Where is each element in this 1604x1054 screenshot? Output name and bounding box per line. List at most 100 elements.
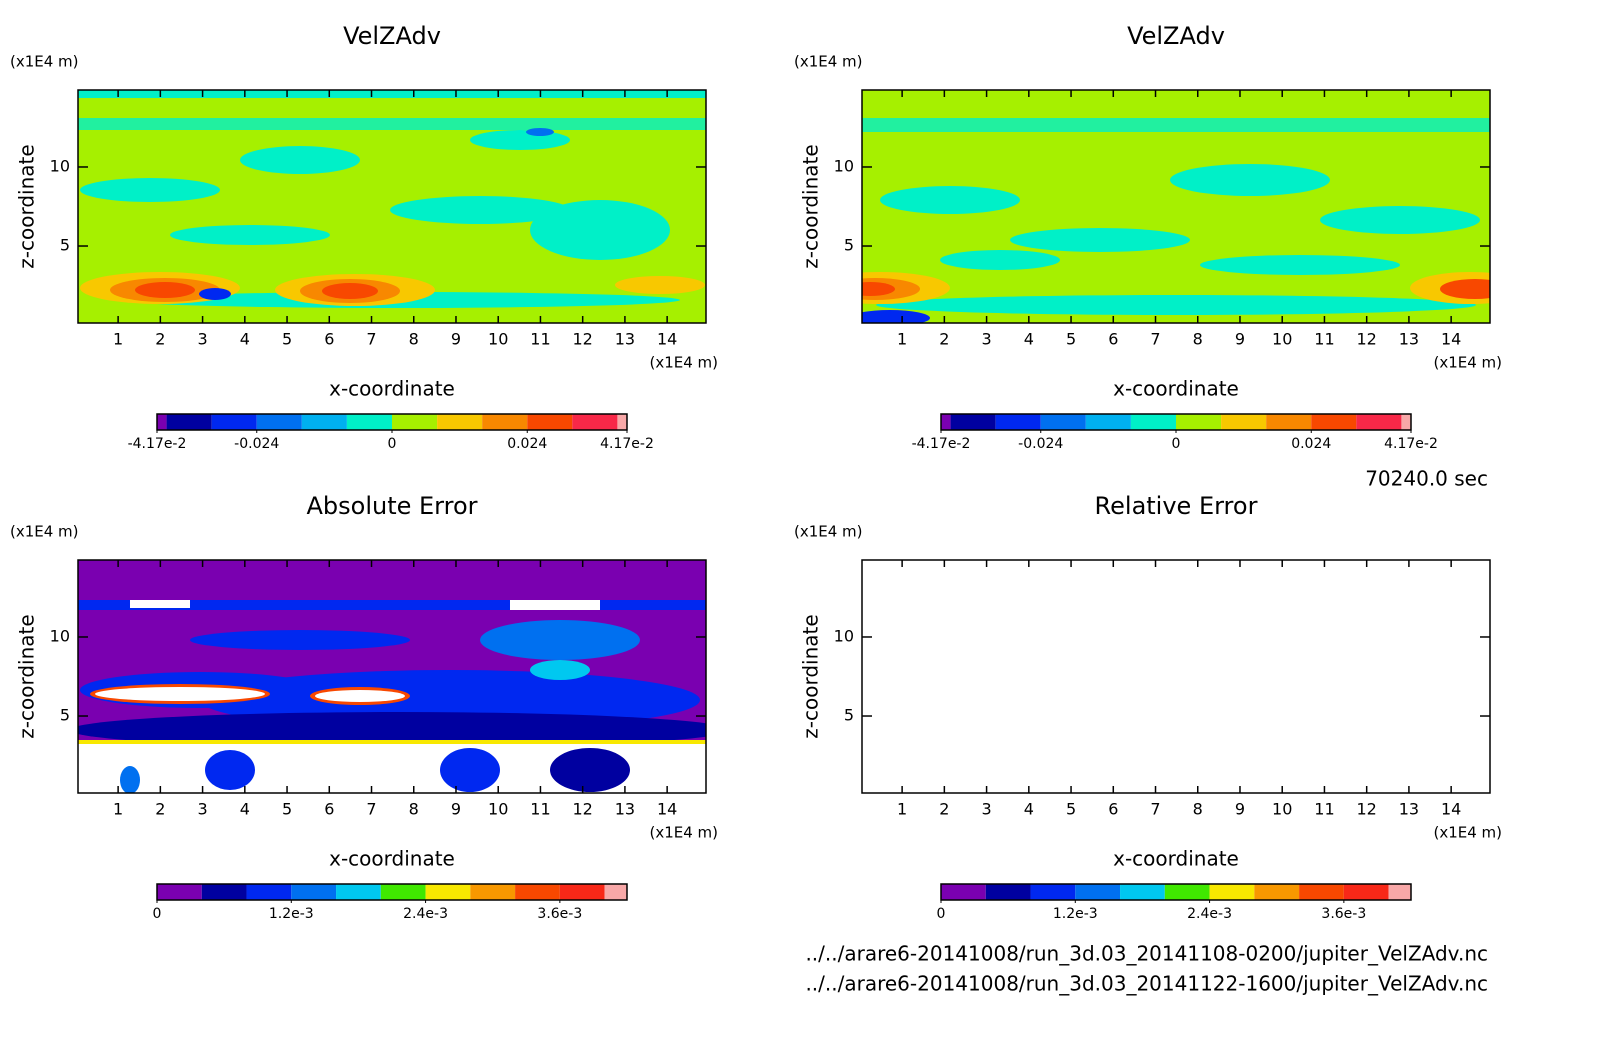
x-tick-label: 6	[324, 800, 334, 819]
chart-title: Absolute Error	[306, 492, 477, 520]
x-tick-label: 5	[282, 330, 292, 349]
colorbar-segment	[950, 414, 996, 430]
colorbar-segment	[1209, 884, 1255, 900]
plot-area	[862, 560, 1490, 793]
x-tick-label: 6	[324, 330, 334, 349]
colorbar-segment	[1075, 884, 1121, 900]
plot-frame	[77, 559, 707, 794]
x-tick-label: 4	[240, 330, 250, 349]
colorbar-tick-label: 2.4e-3	[403, 906, 448, 922]
colorbar-tick-label: 0	[388, 436, 397, 452]
colorbar-segment	[941, 884, 986, 900]
colorbar-segment	[985, 884, 1031, 900]
x-tick-label: 7	[1150, 800, 1160, 819]
x-tick-label: 10	[1272, 800, 1292, 819]
colorbar-segment	[1299, 884, 1344, 900]
x-tick-label: 10	[488, 800, 508, 819]
colorbar-tick-label: -4.17e-2	[912, 436, 971, 452]
time-label: 70240.0 sec	[1365, 467, 1488, 491]
x-tick-label: 12	[573, 800, 593, 819]
colorbar-tick-label: -4.17e-2	[128, 436, 187, 452]
colorbar-segment	[346, 414, 392, 430]
x-tick-label: 14	[1441, 800, 1461, 819]
x-axis-label: x-coordinate	[329, 377, 455, 401]
y-unit: (x1E4 m)	[794, 523, 863, 541]
x-unit: (x1E4 m)	[649, 824, 718, 842]
colorbar-segment	[157, 884, 202, 900]
colorbar-segment	[1401, 414, 1411, 430]
x-tick-label: 9	[451, 800, 461, 819]
colorbar-tick-label: 3.6e-3	[1321, 906, 1366, 922]
x-unit: (x1E4 m)	[649, 354, 718, 372]
x-tick-label: 1	[113, 330, 123, 349]
plot-frame	[77, 89, 707, 324]
x-tick-label: 3	[197, 800, 207, 819]
x-tick-label: 2	[939, 330, 949, 349]
colorbar-segment	[380, 884, 426, 900]
colorbar-tick-label: -0.024	[1018, 436, 1063, 452]
colorbar-frame	[156, 883, 628, 901]
colorbar-tick-label: -0.024	[234, 436, 279, 452]
x-unit: (x1E4 m)	[1433, 824, 1502, 842]
x-tick-label: 1	[897, 330, 907, 349]
x-tick-label: 2	[155, 800, 165, 819]
x-tick-label: 4	[1024, 330, 1034, 349]
y-tick-label: 10	[50, 156, 70, 175]
x-tick-label: 2	[939, 800, 949, 819]
x-axis-label: x-coordinate	[329, 847, 455, 871]
y-tick-label: 10	[834, 156, 854, 175]
y-tick-label: 10	[50, 626, 70, 645]
colorbar-tick-label: 0	[1172, 436, 1181, 452]
x-tick-label: 9	[1235, 800, 1245, 819]
x-tick-label: 11	[530, 330, 550, 349]
x-tick-label: 1	[113, 800, 123, 819]
colorbar-segment	[246, 884, 292, 900]
x-tick-label: 13	[1399, 330, 1419, 349]
colorbar-segment	[1266, 414, 1312, 430]
colorbar-segment	[291, 884, 337, 900]
colorbar-tick-label: 0	[153, 906, 162, 922]
chart-title: VelZAdv	[1127, 22, 1225, 50]
x-tick-label: 6	[1108, 800, 1118, 819]
colorbar-segment	[527, 414, 573, 430]
colorbar-tick-label: 3.6e-3	[537, 906, 582, 922]
y-axis-label: z-coordinate	[799, 614, 823, 738]
contour-texture	[78, 90, 1490, 793]
y-axis-label: z-coordinate	[799, 144, 823, 268]
colorbar-segment	[425, 884, 471, 900]
x-tick-label: 5	[282, 800, 292, 819]
colorbar-tick-label: 4.17e-2	[1384, 436, 1438, 452]
x-tick-label: 7	[366, 800, 376, 819]
plot-frame	[861, 89, 1491, 324]
colorbar-segment	[515, 884, 560, 900]
colorbar-segment	[392, 414, 438, 430]
x-axis-label: x-coordinate	[1113, 377, 1239, 401]
x-tick-label: 5	[1066, 330, 1076, 349]
x-tick-label: 9	[451, 330, 461, 349]
colorbar-segment	[1120, 884, 1165, 900]
x-tick-label: 14	[657, 330, 677, 349]
x-tick-label: 9	[1235, 330, 1245, 349]
x-tick-label: 3	[197, 330, 207, 349]
x-tick-label: 13	[1399, 800, 1419, 819]
y-unit: (x1E4 m)	[10, 523, 79, 541]
colorbar-segment	[1085, 414, 1131, 430]
x-unit: (x1E4 m)	[1433, 354, 1502, 372]
colorbar-segment	[1176, 414, 1222, 430]
x-tick-label: 13	[615, 800, 635, 819]
colorbar-segment	[336, 884, 381, 900]
x-tick-label: 13	[615, 330, 635, 349]
contour-patches	[78, 600, 706, 793]
x-tick-label: 11	[1314, 330, 1334, 349]
colorbar-tick-label: 2.4e-3	[1187, 906, 1232, 922]
x-axis-label: x-coordinate	[1113, 847, 1239, 871]
contour-patches	[78, 90, 706, 308]
colorbar-frame	[940, 883, 1412, 901]
colorbar-tick-label: 0.024	[1291, 436, 1331, 452]
x-tick-label: 4	[240, 800, 250, 819]
file-path: ../../arare6-20141008/run_3d.03_20141108…	[805, 942, 1488, 966]
y-tick-label: 5	[60, 236, 70, 255]
colorbar-tick-label: 1.2e-3	[269, 906, 314, 922]
